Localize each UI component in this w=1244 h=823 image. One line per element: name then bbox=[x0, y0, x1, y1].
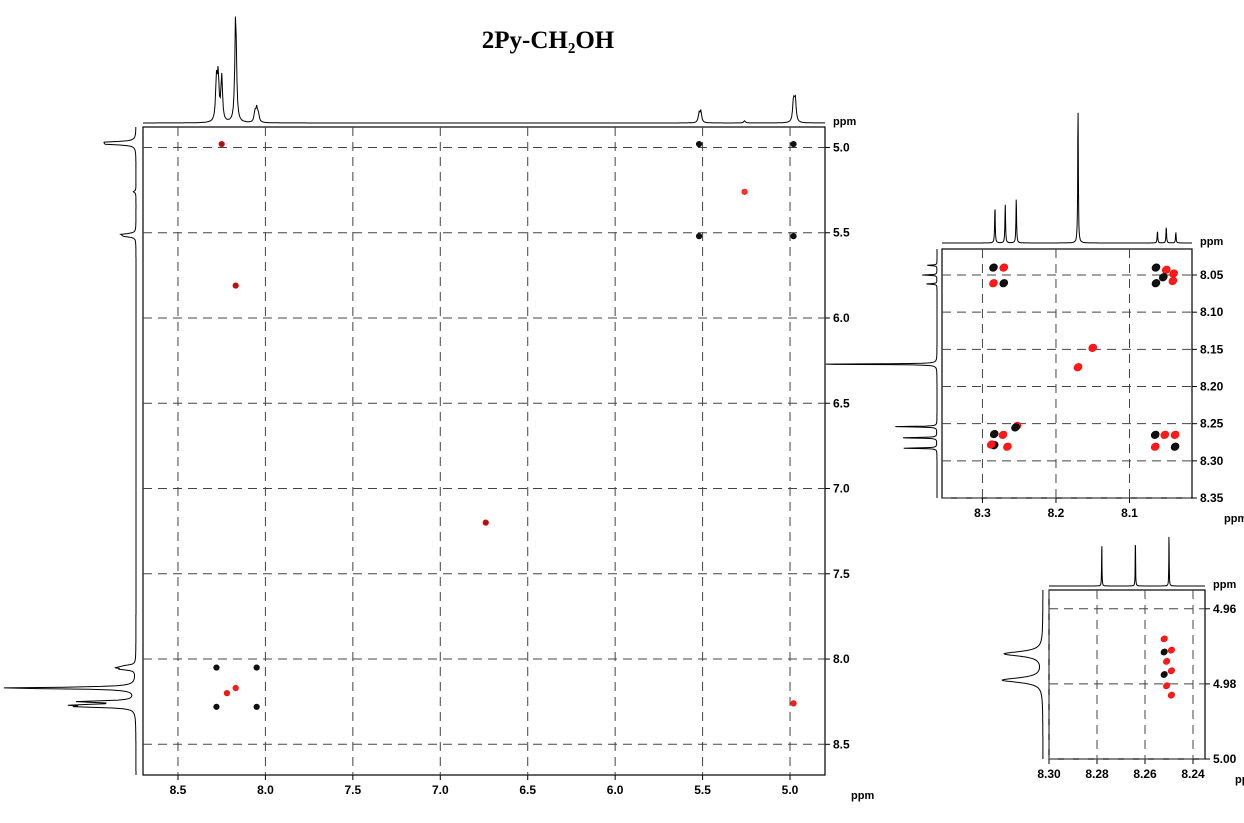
cross-peak bbox=[790, 233, 797, 240]
x-tick-label: 8.1 bbox=[1121, 506, 1138, 520]
y-tick-label: 5.5 bbox=[833, 226, 850, 240]
cross-peak bbox=[1161, 265, 1171, 274]
x-tick-label: 6.5 bbox=[519, 783, 536, 797]
cross-peak bbox=[223, 690, 231, 697]
cross-peak bbox=[218, 140, 225, 148]
y-tick-label: 8.35 bbox=[1200, 491, 1224, 505]
cross-peak bbox=[986, 440, 996, 449]
x-tick-label: 8.3 bbox=[974, 506, 991, 520]
cross-peak bbox=[1160, 648, 1168, 656]
y-tick-label: 5.0 bbox=[833, 140, 850, 154]
y-tick-label: 7.0 bbox=[833, 482, 850, 496]
y-tick-label: 8.05 bbox=[1200, 268, 1224, 282]
x-tick-label: 8.2 bbox=[1048, 506, 1065, 520]
cross-peak bbox=[253, 664, 260, 671]
x-tick-label: 8.24 bbox=[1181, 767, 1205, 781]
ch2-crosspeak-zoom-panel: 8.30 8.28 8.26 8.24 4.96 4.98 5.00 ppm ppm bbox=[1001, 536, 1244, 786]
y-tick-label: 8.30 bbox=[1200, 454, 1224, 468]
y-tick-label: 7.5 bbox=[833, 567, 850, 581]
y-tick-label: 4.96 bbox=[1213, 602, 1237, 616]
top-projection-trace bbox=[1049, 536, 1205, 587]
cross-peak bbox=[998, 430, 1008, 439]
cross-peak bbox=[989, 263, 998, 272]
cross-peak bbox=[482, 519, 489, 526]
cross-peak bbox=[1167, 667, 1175, 675]
x-tick-label: 5.0 bbox=[782, 783, 799, 797]
cross-peak bbox=[1088, 343, 1098, 352]
x-unit-label: ppm bbox=[1224, 513, 1244, 525]
cross-peak bbox=[999, 279, 1009, 288]
y-tick-label: 5.00 bbox=[1213, 752, 1237, 766]
cross-peak bbox=[695, 140, 703, 148]
chart-title: 2Py-CH₂OH bbox=[482, 27, 615, 54]
x-tick-label: 8.0 bbox=[257, 783, 274, 797]
cross-peak bbox=[253, 703, 260, 710]
cross-peak bbox=[1163, 682, 1171, 690]
x-tick-label: 6.0 bbox=[607, 783, 624, 797]
cross-peak bbox=[989, 279, 998, 288]
cross-peak bbox=[1168, 276, 1178, 286]
y-tick-label: 8.25 bbox=[1200, 417, 1224, 431]
cross-peak bbox=[213, 664, 220, 671]
cross-peak bbox=[232, 684, 239, 692]
cross-peak bbox=[1167, 646, 1175, 654]
left-projection-trace bbox=[825, 249, 938, 498]
y-tick-label: 4.98 bbox=[1213, 677, 1237, 691]
cross-peak bbox=[790, 140, 797, 148]
cross-peak bbox=[1159, 273, 1168, 282]
y-tick-label: 6.0 bbox=[833, 311, 850, 325]
x-unit-label: ppm bbox=[851, 790, 874, 802]
cross-peak bbox=[1167, 691, 1175, 699]
x-tick-label: 8.5 bbox=[170, 783, 187, 797]
main-cosy-panel: 8.5 8.0 7.5 7.0 6.5 6.0 5.5 5.0 5.0 5.5 6.0 6.5 7.0 7… bbox=[3, 16, 874, 802]
cross-peak bbox=[1073, 363, 1083, 372]
y-tick-label: 6.5 bbox=[833, 396, 850, 410]
left-projection-trace bbox=[1001, 590, 1044, 759]
cross-peak bbox=[1170, 430, 1180, 439]
cross-peak bbox=[1160, 671, 1168, 678]
cross-peak bbox=[1151, 279, 1161, 288]
cross-peak bbox=[999, 263, 1009, 272]
aromatic-zoom-panel: 8.3 8.2 8.18.058.108.158.208.258.308.35ppm… bbox=[825, 112, 1244, 525]
y-unit-label: ppm bbox=[1200, 236, 1223, 248]
y-tick-label: 8.20 bbox=[1200, 380, 1224, 394]
x-tick-label: 5.5 bbox=[694, 783, 711, 797]
cross-peak bbox=[1163, 657, 1171, 665]
y-tick-label: 8.5 bbox=[833, 737, 850, 751]
cross-peak bbox=[1150, 430, 1160, 439]
cross-peak bbox=[1150, 442, 1160, 451]
cross-peak bbox=[1160, 430, 1170, 439]
y-unit-label: ppm bbox=[833, 116, 856, 128]
x-unit-label: ppm bbox=[1235, 774, 1244, 786]
top-projection-trace bbox=[143, 16, 826, 124]
cross-peak bbox=[695, 233, 703, 240]
x-tick-label: 7.0 bbox=[432, 783, 449, 797]
plot-frame bbox=[142, 126, 826, 776]
left-projection-trace bbox=[3, 127, 137, 775]
cross-peak bbox=[232, 282, 239, 289]
cross-peak bbox=[1151, 263, 1161, 272]
top-projection-trace bbox=[942, 112, 1192, 244]
cross-peak bbox=[741, 188, 748, 195]
cross-peak bbox=[1170, 442, 1180, 451]
y-unit-label: ppm bbox=[1213, 579, 1236, 591]
cross-peak bbox=[790, 700, 797, 707]
cross-peak bbox=[1160, 635, 1168, 643]
x-tick-label: 7.5 bbox=[345, 783, 362, 797]
cross-peak bbox=[1011, 423, 1020, 432]
cross-peak bbox=[213, 703, 220, 710]
x-tick-label: 8.28 bbox=[1085, 767, 1109, 781]
cross-peak bbox=[989, 429, 999, 439]
y-tick-label: 8.10 bbox=[1200, 305, 1224, 319]
y-tick-label: 8.0 bbox=[833, 652, 850, 666]
y-tick-label: 8.15 bbox=[1200, 342, 1224, 356]
x-tick-label: 8.30 bbox=[1037, 767, 1061, 781]
cross-peak bbox=[1003, 442, 1012, 451]
plot-frame bbox=[1048, 589, 1206, 760]
cross-peak bbox=[1169, 269, 1178, 278]
x-tick-label: 8.26 bbox=[1133, 767, 1157, 781]
